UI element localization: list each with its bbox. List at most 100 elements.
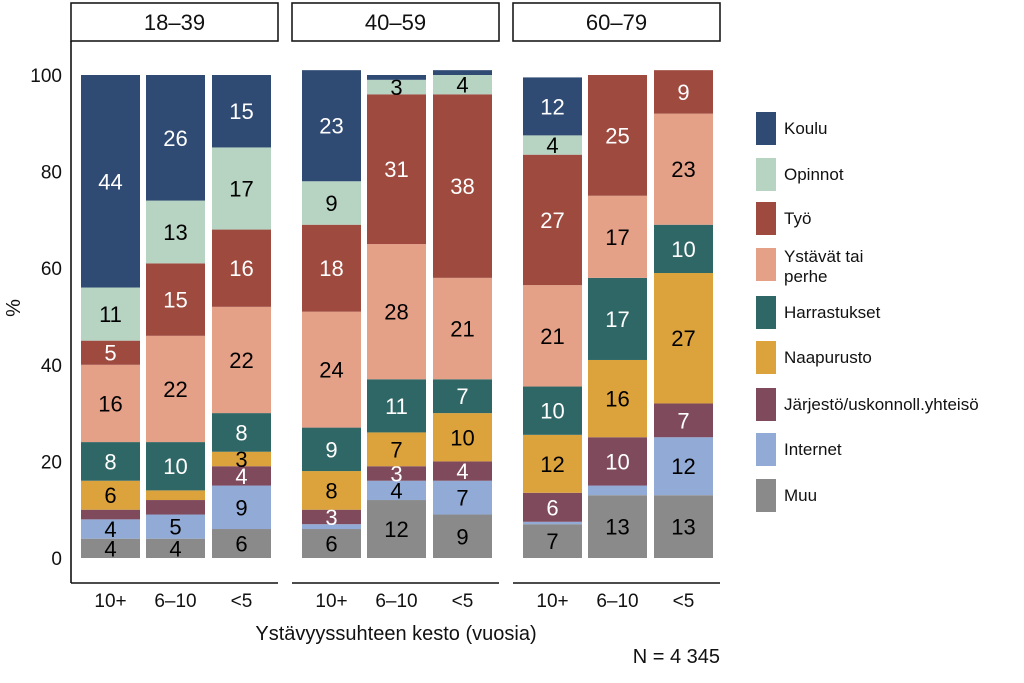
bar-segment — [654, 495, 713, 558]
bar-value-label: 8 — [325, 478, 337, 503]
y-tick-label: 0 — [51, 549, 62, 570]
bar-segment — [302, 524, 361, 530]
bar-segment — [146, 335, 205, 443]
legend-swatch — [756, 341, 776, 374]
bar-segment — [588, 195, 647, 278]
bar-value-label: 3 — [235, 447, 247, 472]
bar-segment — [81, 442, 140, 481]
bars: 4468165114445102215132669438221617156389… — [81, 70, 713, 561]
bar-segment — [302, 471, 361, 510]
bar-segment — [212, 529, 271, 558]
bar-segment — [654, 437, 713, 496]
bar-segment — [367, 244, 426, 380]
bar-segment — [367, 466, 426, 481]
bar-segment — [654, 273, 713, 404]
bar-value-label: 27 — [540, 208, 564, 233]
y-tick-label: 20 — [41, 452, 62, 473]
bar-segment — [212, 451, 271, 467]
bar-segment — [302, 70, 361, 182]
legend-label: Järjestö/uskonnoll.yhteisö — [784, 395, 979, 414]
bar-value-label: 38 — [450, 174, 474, 199]
bar-value-label: 26 — [163, 126, 187, 151]
bar-segment — [367, 79, 426, 95]
bar-segment — [146, 263, 205, 336]
bar-value-label: 15 — [229, 99, 253, 124]
x-tick-label: 6–10 — [375, 591, 417, 612]
legend-swatch — [756, 248, 776, 281]
y-tick-label: 40 — [41, 356, 62, 377]
bar-value-label: 10 — [540, 399, 564, 424]
facet-strips: 18–39 40–59 60–79 — [70, 2, 721, 42]
bar-value-label: 23 — [319, 114, 343, 139]
bar-segment — [433, 461, 492, 481]
bar-value-label: 23 — [671, 157, 695, 182]
x-tick-label: 10+ — [536, 591, 568, 612]
bar-segment — [523, 77, 582, 136]
bar-segment — [146, 490, 205, 501]
bar-segment — [523, 521, 582, 525]
x-tick-label: <5 — [673, 591, 695, 612]
bar-segment — [523, 434, 582, 493]
y-tick-label: 60 — [41, 259, 62, 280]
facet-label-0: 18–39 — [144, 10, 205, 35]
bar-segment — [81, 340, 140, 365]
x-tick-label: 10+ — [94, 591, 126, 612]
bar-value-label: 6 — [235, 532, 247, 557]
bar-value-label: 4 — [104, 536, 116, 561]
bar-value-label: 10 — [163, 454, 187, 479]
bar-segment — [588, 75, 647, 196]
bar-value-label: 6 — [546, 495, 558, 520]
x-axis-title: Ystävyyssuhteen kesto (vuosia) — [255, 623, 536, 645]
legend-label: Työ — [784, 209, 811, 228]
facet-label-1: 40–59 — [365, 10, 426, 35]
bar-value-label: 15 — [163, 288, 187, 313]
bar-value-label: 7 — [456, 384, 468, 409]
bar-value-label: 7 — [546, 529, 558, 554]
bar-segment — [654, 224, 713, 274]
bar-value-label: 8 — [104, 449, 116, 474]
sample-size-note: N = 4 345 — [633, 646, 720, 668]
legend-label: perhe — [784, 267, 827, 286]
bar-segment — [654, 403, 713, 438]
bar-segment — [523, 154, 582, 286]
bar-value-label: 16 — [229, 256, 253, 281]
bar-value-label: 7 — [677, 408, 689, 433]
bar-value-label: 4 — [390, 478, 402, 503]
bar-value-label: 17 — [605, 307, 629, 332]
legend-swatch — [756, 479, 776, 512]
bar-value-label: 4 — [169, 536, 181, 561]
bar-segment — [212, 485, 271, 530]
y-tick-label: 100 — [30, 66, 62, 87]
bar-segment — [81, 509, 140, 520]
x-tick-label: <5 — [452, 591, 474, 612]
bar-value-label: 22 — [229, 348, 253, 373]
bar-value-label: 11 — [385, 394, 408, 419]
bar-value-label: 7 — [456, 486, 468, 511]
bar-value-label: 9 — [677, 80, 689, 105]
bar-value-label: 12 — [540, 452, 564, 477]
bar-segment — [212, 306, 271, 414]
bar-value-label: 9 — [456, 524, 468, 549]
bar-segment — [654, 70, 713, 114]
bar-value-label: 21 — [540, 324, 564, 349]
bar-value-label: 25 — [605, 123, 629, 148]
legend-swatch — [756, 158, 776, 191]
bar-segment — [433, 75, 492, 95]
bar-value-label: 31 — [384, 157, 408, 182]
bar-value-label: 11 — [99, 302, 122, 327]
bar-value-label: 7 — [390, 437, 402, 462]
legend-label: Ystävät tai — [784, 247, 863, 266]
bar-value-label: 13 — [671, 515, 695, 540]
bar-segment — [433, 480, 492, 515]
bar-value-label: 24 — [319, 358, 343, 383]
bar-value-label: 12 — [540, 94, 564, 119]
bar-segment — [433, 70, 492, 75]
bar-value-label: 16 — [98, 391, 122, 416]
bar-value-label: 28 — [384, 300, 408, 325]
bar-segment — [523, 492, 582, 522]
bar-segment — [146, 514, 205, 539]
bar-segment — [146, 200, 205, 264]
bar-value-label: 9 — [325, 437, 337, 462]
bar-segment — [367, 94, 426, 245]
